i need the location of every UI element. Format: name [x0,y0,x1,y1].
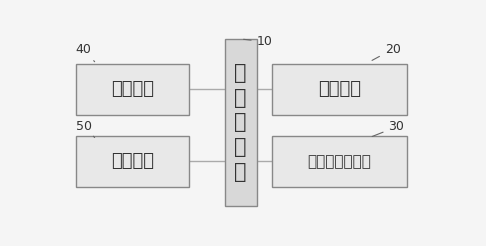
Text: 机: 机 [234,162,247,182]
Text: 智能闸机: 智能闸机 [111,152,154,170]
Text: 中: 中 [234,63,247,83]
Text: 家长终端: 家长终端 [318,80,361,98]
Bar [272,64,407,115]
Text: 二维码扫描装置: 二维码扫描装置 [308,154,371,169]
Bar [272,136,407,187]
Text: 30: 30 [372,121,404,137]
Text: 20: 20 [372,43,400,61]
Bar [76,136,189,187]
Text: 10: 10 [243,35,273,48]
Text: 心: 心 [234,88,247,108]
Text: 算: 算 [234,137,247,157]
Bar [76,64,189,115]
Text: 50: 50 [76,121,95,138]
Text: 40: 40 [76,43,95,62]
Bar [225,39,257,206]
Text: 计: 计 [234,112,247,132]
Text: 教师终端: 教师终端 [111,80,154,98]
